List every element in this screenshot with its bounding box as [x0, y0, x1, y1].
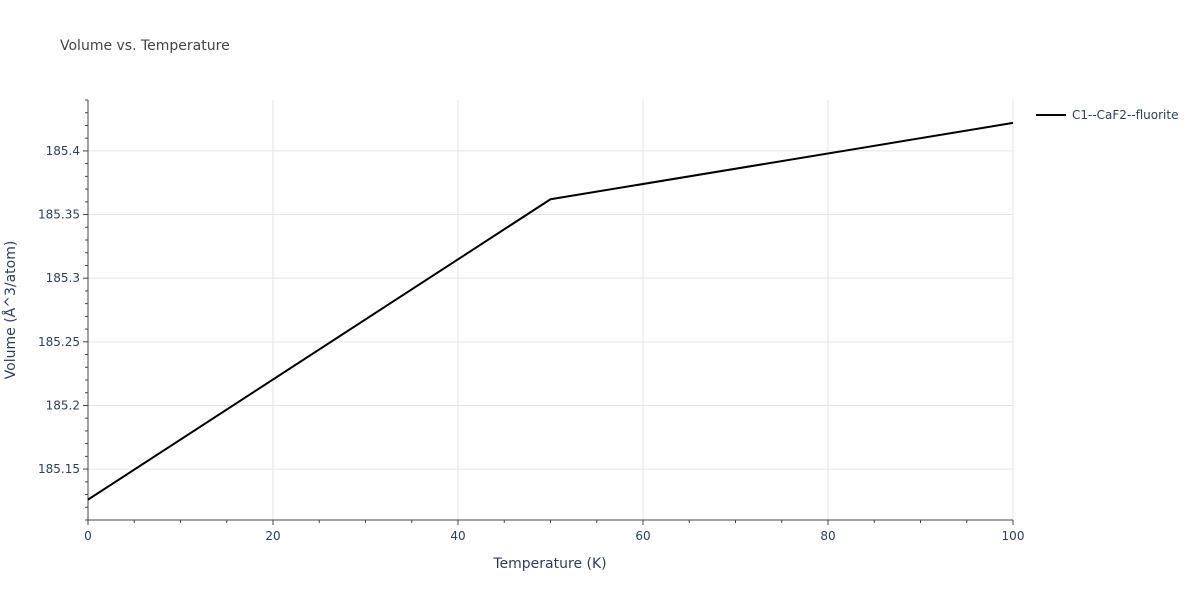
- y-tick-label: 185.35: [38, 208, 80, 222]
- y-tick-label: 185.2: [46, 398, 80, 412]
- x-axis-title: Temperature (K): [492, 556, 606, 572]
- chart-title: Volume vs. Temperature: [60, 38, 230, 54]
- y-tick-label: 185.3: [46, 271, 80, 285]
- x-tick-label: 40: [450, 529, 465, 543]
- y-axis-title: Volume (Å^3/atom): [2, 241, 19, 380]
- series-line-c1-caf2-fluorite: [87, 121, 1014, 501]
- series-layer: [87, 121, 1014, 501]
- y-tick-label: 185.15: [38, 462, 80, 476]
- x-tick-label: 20: [265, 529, 280, 543]
- x-tick-label: 100: [1002, 529, 1025, 543]
- axes: 0 20 40 60 80 100 185.15 185.2 185.25 185.3 185.35…: [38, 99, 1025, 543]
- x-tick-label: 80: [820, 529, 835, 543]
- y-tick-label: 185.4: [46, 144, 80, 158]
- y-tick-label: 185.25: [38, 335, 80, 349]
- x-tick-label: 60: [635, 529, 650, 543]
- legend[interactable]: C1--CaF2--fluorite: [1036, 108, 1178, 122]
- x-tick-label: 0: [84, 529, 92, 543]
- legend-label-c1-caf2-fluorite: C1--CaF2--fluorite: [1072, 108, 1178, 122]
- grid-lines: [88, 100, 1014, 520]
